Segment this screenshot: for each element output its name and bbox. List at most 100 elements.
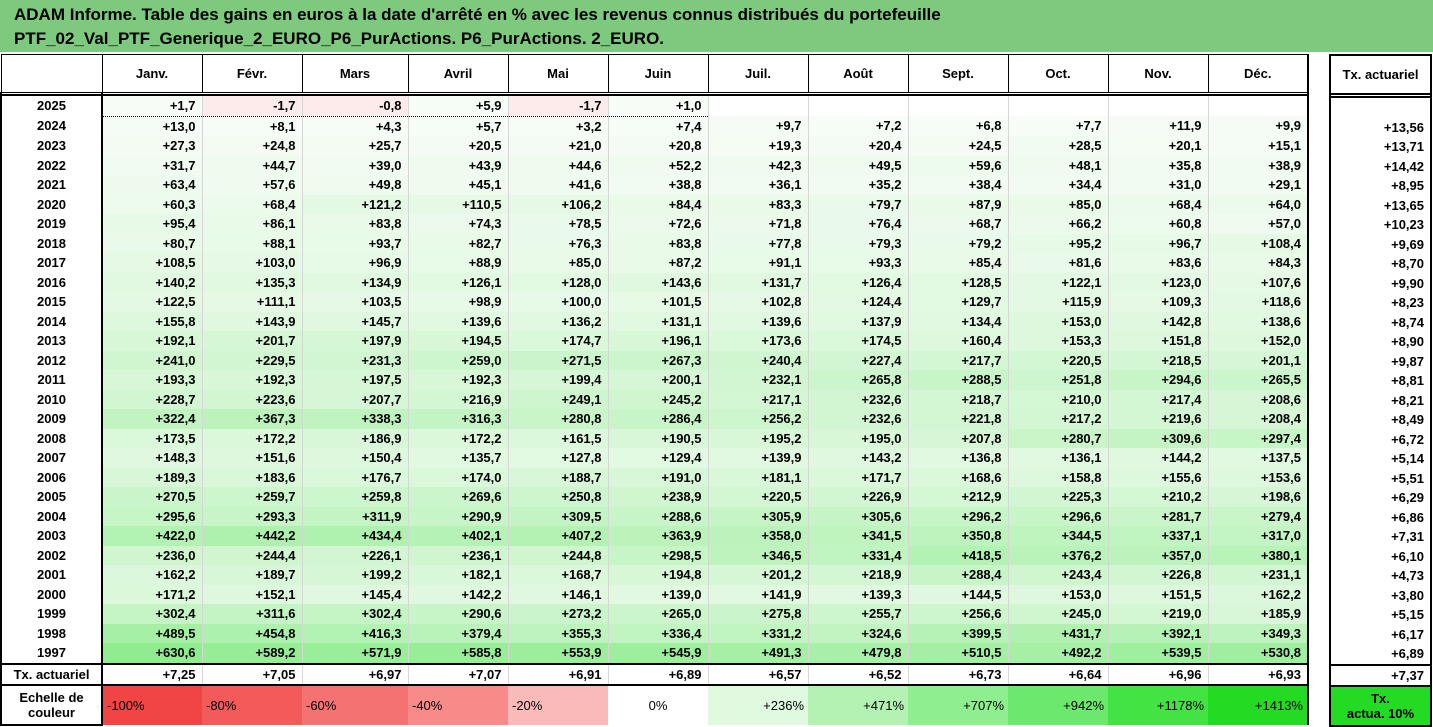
gain-cell: +127,8	[507, 448, 608, 468]
gain-cell: +93,3	[807, 253, 908, 273]
gain-cell: +219,0	[1107, 604, 1208, 624]
side-row: +6,29	[1329, 488, 1432, 508]
gain-cell: -1,7	[507, 94, 608, 117]
table-row: 2018 +80,7 +88,1 +93,7 +82,7 +76,3 +83,8 +77,8 +…	[0, 233, 1309, 253]
gain-cell: +168,7	[507, 565, 608, 585]
tx-cell: +6,93	[1207, 662, 1309, 686]
gain-cell: +309,5	[507, 506, 608, 526]
gain-cell: -1,7	[201, 94, 302, 117]
gain-cell: +402,1	[407, 526, 508, 546]
gain-cell	[1007, 94, 1108, 116]
gain-cell: +422,0	[101, 526, 202, 546]
gain-cell: +346,5	[707, 545, 808, 565]
year-cell: 2011	[0, 370, 103, 390]
tx-cell: +7,07	[407, 662, 508, 686]
gain-cell: +431,7	[1007, 623, 1108, 643]
gain-cell: +250,8	[507, 487, 608, 507]
table-row: 1997 +630,6 +589,2 +571,9 +585,8 +553,9 +545,9…	[0, 643, 1309, 665]
gain-cell: +311,6	[201, 604, 302, 624]
gain-cell: +20,1	[1107, 136, 1208, 156]
gain-cell: +331,4	[807, 545, 908, 565]
rate-cell: +9,69	[1329, 234, 1432, 254]
gain-cell: +39,0	[301, 155, 408, 175]
gain-cell: +168,6	[907, 467, 1008, 487]
color-scale-swatch: +1413%	[1208, 685, 1309, 725]
gain-cell: +510,5	[907, 643, 1008, 665]
gain-cell: +93,7	[301, 233, 408, 253]
year-cell: 2015	[0, 292, 103, 312]
table-row: 2009 +322,4 +367,3 +338,3 +316,3 +280,8 +286,4…	[0, 409, 1309, 429]
rate-cell: +6,17	[1329, 624, 1432, 644]
gain-cell: +82,7	[407, 233, 508, 253]
gain-cell: +100,0	[507, 292, 608, 312]
gain-cell: +38,8	[607, 175, 708, 195]
gain-cell: +294,6	[1107, 370, 1208, 390]
gain-cell: +492,2	[1007, 643, 1108, 665]
gain-cell: +74,3	[407, 214, 508, 234]
gain-cell: +183,6	[201, 467, 302, 487]
table-row: 2012 +241,0 +229,5 +231,3 +259,0 +271,5 +267,3…	[0, 350, 1309, 370]
gain-cell: +139,3	[807, 584, 908, 604]
gain-cell: +454,8	[201, 623, 302, 643]
gain-cell: +207,7	[301, 389, 408, 409]
gain-cell: +418,5	[907, 545, 1008, 565]
gain-cell: +102,8	[707, 292, 808, 312]
gain-cell: +317,0	[1207, 526, 1309, 546]
spacer-row	[0, 92, 1309, 95]
gain-cell: +376,2	[1007, 545, 1108, 565]
gain-cell: +331,2	[707, 623, 808, 643]
color-scale-swatch: +471%	[808, 685, 908, 725]
gain-cell: +160,4	[907, 331, 1008, 351]
side-row: +5,14	[1329, 449, 1432, 469]
gain-cell: +139,6	[407, 311, 508, 331]
rate-cell: +9,90	[1329, 273, 1432, 293]
gain-cell: +118,6	[1207, 292, 1309, 312]
title-line-2: PTF_02_Val_PTF_Generique_2_EURO_P6_PurAc…	[14, 29, 665, 48]
side-tx-row: +7,37	[1329, 663, 1432, 687]
gain-cell: +281,7	[1107, 506, 1208, 526]
gain-cell: +201,1	[1207, 350, 1309, 370]
gain-cell: +145,4	[301, 584, 408, 604]
gain-cell: +107,6	[1207, 272, 1309, 292]
gain-cell: +91,1	[707, 253, 808, 273]
month-header: Nov.	[1107, 54, 1209, 93]
table-row: 1999 +302,4 +311,6 +302,4 +290,6 +273,2 +265,0…	[0, 604, 1309, 624]
gain-cell: +553,9	[507, 643, 608, 665]
table-row: 2021 +63,4 +57,6 +49,8 +45,1 +41,6 +38,8 +36,1 +…	[0, 175, 1309, 195]
side-row: +8,23	[1329, 293, 1432, 313]
year-cell: 2017	[0, 253, 103, 273]
tx-cell: +6,96	[1107, 662, 1208, 686]
tx-cell: +6,91	[507, 662, 608, 686]
gain-cell: +57,6	[201, 175, 302, 195]
table-row: 2008 +173,5 +172,2 +186,9 +172,2 +161,5 +190,5…	[0, 428, 1309, 448]
gain-cell	[1107, 94, 1208, 116]
rate-cell: +6,86	[1329, 507, 1432, 527]
year-cell: 2006	[0, 467, 103, 487]
year-cell: 2008	[0, 428, 103, 448]
side-scale-row: Tx. actua. 10%	[1329, 686, 1432, 727]
gain-cell: +52,2	[607, 155, 708, 175]
side-row: +6,17	[1329, 624, 1432, 644]
gain-cell: +7,7	[1007, 116, 1108, 136]
gain-cell: +218,9	[807, 565, 908, 585]
gain-cell: +226,8	[1107, 565, 1208, 585]
table-row: 2004 +295,6 +293,3 +311,9 +290,9 +309,5 +288,6…	[0, 506, 1309, 526]
gain-cell: +192,3	[407, 370, 508, 390]
side-row: +8,49	[1329, 410, 1432, 430]
gain-cell: +162,2	[1207, 584, 1309, 604]
year-cell: 2002	[0, 545, 103, 565]
gain-cell: +249,1	[507, 389, 608, 409]
gain-cell: +111,1	[201, 292, 302, 312]
tx-cell: +6,64	[1007, 662, 1108, 686]
gain-cell: +226,9	[807, 487, 908, 507]
gain-cell: +95,4	[101, 214, 202, 234]
scale-label-line1: Echelle de	[19, 690, 84, 705]
gain-cell: +199,2	[301, 565, 408, 585]
gain-cell: +81,6	[1007, 253, 1108, 273]
month-header: Août	[807, 54, 909, 93]
gain-cell: +85,0	[507, 253, 608, 273]
year-cell: 1999	[0, 604, 103, 624]
gain-cell: +101,5	[607, 292, 708, 312]
gain-cell: +153,3	[1007, 331, 1108, 351]
gain-cell: +137,5	[1207, 448, 1309, 468]
